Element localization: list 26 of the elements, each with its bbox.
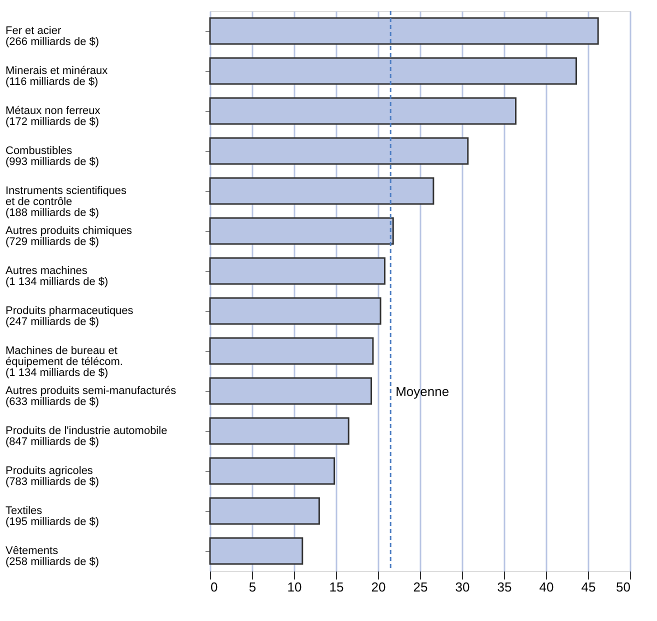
x-tick-label: 5 bbox=[248, 580, 256, 594]
y-tick-label: Autres produits semi-manufacturés (633 milliards de $) bbox=[6, 385, 177, 408]
y-tick-label: Minerais et minéraux (116 milliards de $) bbox=[6, 65, 108, 88]
y-tick-label: Produits pharmaceutiques (247 milliards de $) bbox=[6, 305, 134, 328]
x-tick-label: 15 bbox=[329, 580, 344, 594]
y-tick-label: Textiles (195 milliards de $) bbox=[6, 505, 100, 528]
x-tick-label: 20 bbox=[371, 580, 386, 594]
y-tick-label: Combustibles (993 milliards de $) bbox=[6, 145, 100, 168]
x-tick-label: 50 bbox=[616, 580, 630, 594]
y-tick-label: Métaux non ferreux (172 milliards de $) bbox=[6, 105, 101, 128]
x-tick-label: 10 bbox=[287, 580, 302, 594]
y-tick-label: Produits de l'industrie automobile (847 milliards de $) bbox=[6, 425, 168, 448]
y-tick-label: Autres machines (1 134 milliards de $) bbox=[6, 265, 108, 288]
x-tick-label: 45 bbox=[581, 580, 596, 594]
y-tick-label: Produits agricoles (783 milliards de $) bbox=[6, 465, 100, 488]
x-tick-label: 0 bbox=[210, 580, 218, 594]
y-tick-label: Instruments scientifiques et de contrôle (188 milliards de $) bbox=[6, 185, 128, 219]
x-tick-label: 25 bbox=[413, 580, 428, 594]
y-tick-label: Machines de bureau et équipement de télécom. (1 134 milliards de $) bbox=[6, 345, 123, 379]
x-tick-label: 30 bbox=[455, 580, 470, 594]
y-tick-label: Fer et acier (266 milliards de $) bbox=[6, 25, 100, 48]
y-tick-label: Autres produits chimiques (729 milliards de $) bbox=[6, 225, 133, 248]
x-tick-label: 35 bbox=[497, 580, 512, 594]
y-tick-label: Vêtements (258 milliards de $) bbox=[6, 545, 100, 568]
x-tick-label: 40 bbox=[539, 580, 554, 594]
ref-line-label: Moyenne bbox=[396, 384, 450, 399]
